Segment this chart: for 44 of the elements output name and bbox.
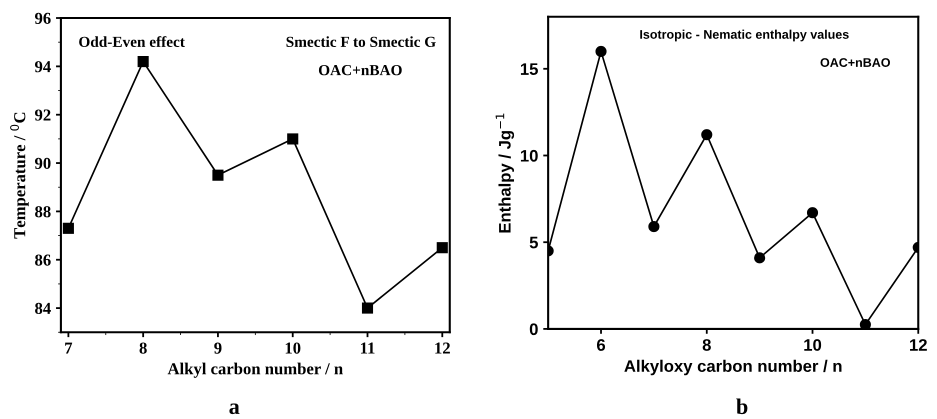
point — [287, 133, 298, 144]
x-tick-label: 12 — [435, 342, 450, 354]
point — [212, 170, 224, 181]
y-tick-label: 84 — [35, 302, 51, 314]
point — [138, 56, 149, 68]
annotation: OAC+nBAO — [820, 58, 890, 67]
x-tick-label: 6 — [596, 339, 606, 351]
y-tick-label: 92 — [34, 109, 50, 121]
y-tick-label: 86 — [35, 254, 51, 266]
point — [62, 222, 74, 234]
annotation: Odd-Even effect — [79, 36, 185, 47]
y-tick-label: 96 — [34, 12, 51, 24]
point — [436, 242, 448, 254]
y-tick-label: 90 — [34, 158, 51, 169]
x-axis-title: Alkyl carbon number / n — [168, 362, 343, 378]
annotation: Isotropic - Nematic enthalpy values — [640, 30, 849, 42]
y-tick-label: 0 — [530, 323, 538, 336]
text: b — [736, 398, 748, 414]
annotation: OAC+nBAO — [318, 64, 402, 76]
x-axis-title: Alkyloxy carbon number / n — [624, 360, 842, 376]
point — [701, 129, 712, 140]
x-tick-label: 8 — [702, 339, 711, 351]
x-tick-label: 10 — [286, 342, 300, 354]
y-tick-label: 15 — [520, 63, 538, 75]
point — [362, 302, 374, 314]
y-tick-label: 5 — [530, 236, 538, 248]
point — [860, 319, 871, 329]
x-tick-label: 12 — [910, 339, 927, 351]
point — [754, 252, 766, 264]
y-tick-label: 94 — [34, 61, 51, 72]
y-axis-title: Enthalpy / Jg$^{−1}$ — [496, 114, 514, 233]
y-tick-label: 10 — [520, 150, 538, 162]
x-tick-label: 7 — [65, 342, 72, 354]
x-tick-label: 8 — [140, 342, 147, 354]
x-tick-label: 10 — [804, 339, 822, 351]
x-tick-label: 11 — [360, 342, 375, 354]
text: a — [229, 403, 240, 414]
point — [595, 46, 607, 57]
y-tick-label: 88 — [35, 206, 51, 218]
annotation: Smectic F to Smectic G — [286, 36, 436, 47]
point — [806, 207, 818, 218]
x-tick-label: 9 — [214, 342, 222, 354]
point — [648, 221, 660, 232]
y-axis-title: Temperature / $^{0}$C — [10, 112, 29, 239]
